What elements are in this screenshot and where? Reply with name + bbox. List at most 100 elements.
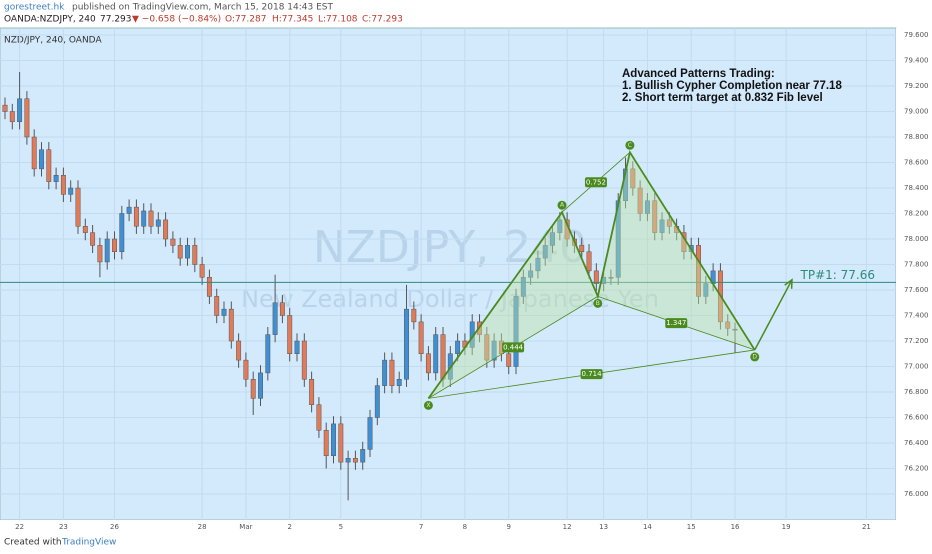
pattern-fill bbox=[597, 152, 755, 350]
candle-body bbox=[411, 308, 417, 323]
candle-body bbox=[309, 378, 315, 405]
candle-body bbox=[2, 104, 8, 112]
arrow-head bbox=[784, 278, 793, 289]
candle-body bbox=[484, 334, 490, 361]
candle-body bbox=[206, 277, 212, 297]
x-tick-label: 23 bbox=[59, 523, 68, 531]
candle-body bbox=[345, 458, 351, 463]
change: ▼ −0.658 (−0.84%) bbox=[132, 15, 221, 25]
candle-body bbox=[214, 296, 220, 316]
y-tick-label: 79.600 bbox=[904, 31, 929, 39]
projection bbox=[754, 279, 793, 351]
y-tick-label: 78.200 bbox=[904, 210, 929, 218]
candle-body bbox=[133, 206, 139, 227]
y-tick-label: 77.600 bbox=[904, 286, 929, 294]
pattern-leg bbox=[427, 149, 756, 399]
x-tick-label: 5 bbox=[339, 523, 343, 531]
candle-body bbox=[732, 328, 738, 331]
candle-body bbox=[272, 302, 278, 335]
publisher[interactable]: gorestreet.hk bbox=[4, 3, 65, 13]
y-tick-label: 78.000 bbox=[904, 235, 929, 243]
y-tick-label: 76.000 bbox=[904, 490, 929, 498]
close: C:77.293 bbox=[362, 15, 403, 25]
candle-body bbox=[644, 200, 650, 214]
ratio-label: 1.347 bbox=[666, 319, 686, 327]
y-tick-label: 79.400 bbox=[904, 57, 929, 65]
footer-brand[interactable]: TradingView bbox=[61, 538, 116, 548]
candle-body bbox=[250, 378, 256, 399]
pattern-point bbox=[625, 140, 635, 150]
last-price: 77.293 bbox=[100, 15, 132, 25]
candle-body bbox=[593, 270, 599, 284]
x-tick-label: 28 bbox=[198, 523, 207, 531]
ratio-label: 0.444 bbox=[503, 343, 524, 351]
candle-body bbox=[542, 245, 548, 259]
candle-body bbox=[382, 359, 388, 386]
candle-body bbox=[199, 264, 205, 278]
candle-body bbox=[221, 308, 227, 316]
candle-body bbox=[404, 308, 409, 380]
pattern-point bbox=[423, 400, 433, 410]
x-tick-label: 9 bbox=[506, 523, 510, 531]
candle-body bbox=[24, 98, 30, 138]
candle-body bbox=[389, 359, 395, 386]
candle-body bbox=[703, 283, 709, 297]
x-tick-label: 2 bbox=[287, 523, 291, 531]
candle-body bbox=[433, 334, 439, 374]
candle-body bbox=[39, 149, 44, 170]
y-tick-label: 77.200 bbox=[904, 337, 929, 345]
pattern-point bbox=[557, 200, 567, 210]
candle-body bbox=[170, 238, 176, 246]
time-axis bbox=[0, 520, 896, 535]
x-tick-label: 22 bbox=[15, 523, 24, 531]
footer-created: Created with bbox=[4, 538, 62, 548]
x-tick-label: 26 bbox=[110, 523, 119, 531]
candle-body bbox=[352, 458, 358, 463]
candle-body bbox=[637, 187, 643, 214]
x-tick-label: 14 bbox=[643, 523, 652, 531]
y-tick-label: 78.400 bbox=[904, 184, 929, 192]
candle-body bbox=[659, 219, 665, 233]
candle-body bbox=[491, 340, 497, 361]
candle-body bbox=[579, 245, 585, 253]
pattern-fill bbox=[428, 212, 598, 399]
candle-body bbox=[506, 353, 512, 367]
candle-body bbox=[360, 449, 366, 463]
candle-body bbox=[586, 251, 592, 272]
candle-body bbox=[528, 270, 534, 278]
candle-body bbox=[652, 200, 658, 233]
candle-body bbox=[630, 168, 636, 189]
low: L:77.108 bbox=[318, 15, 358, 25]
ratio-box bbox=[665, 318, 688, 329]
candle-body bbox=[287, 315, 293, 354]
x-tick-label: 7 bbox=[419, 523, 423, 531]
candle-body bbox=[192, 245, 198, 265]
candle-body bbox=[53, 175, 59, 182]
candle-body bbox=[112, 238, 117, 253]
x-tick-label: 15 bbox=[687, 523, 696, 531]
candle-body bbox=[236, 340, 242, 361]
candle-body bbox=[265, 334, 271, 374]
y-tick-label: 76.600 bbox=[904, 413, 929, 421]
annotation: 2. Short term target at 0.832 Fib level bbox=[622, 92, 823, 104]
candle-body bbox=[75, 187, 81, 227]
y-tick-label: 79.000 bbox=[904, 108, 929, 116]
x-tick-label: 19 bbox=[782, 523, 791, 531]
candle-body bbox=[557, 219, 563, 233]
candle-body bbox=[725, 321, 731, 329]
y-tick-label: 77.800 bbox=[904, 261, 929, 269]
candle-body bbox=[17, 98, 23, 122]
candle-body bbox=[279, 302, 285, 316]
annotation: Advanced Patterns Trading: bbox=[622, 68, 775, 80]
y-tick-label: 76.400 bbox=[904, 439, 929, 447]
y-tick-label: 78.800 bbox=[904, 133, 929, 141]
point-label: X bbox=[426, 402, 430, 409]
candle-body bbox=[155, 219, 161, 227]
candle-body bbox=[323, 429, 329, 456]
candle-body bbox=[338, 423, 344, 463]
ratio-box bbox=[580, 369, 603, 380]
x-tick-label: 16 bbox=[731, 523, 740, 531]
high: H:77.345 bbox=[272, 15, 313, 25]
candle-body bbox=[90, 232, 96, 246]
candle-body bbox=[455, 340, 461, 354]
